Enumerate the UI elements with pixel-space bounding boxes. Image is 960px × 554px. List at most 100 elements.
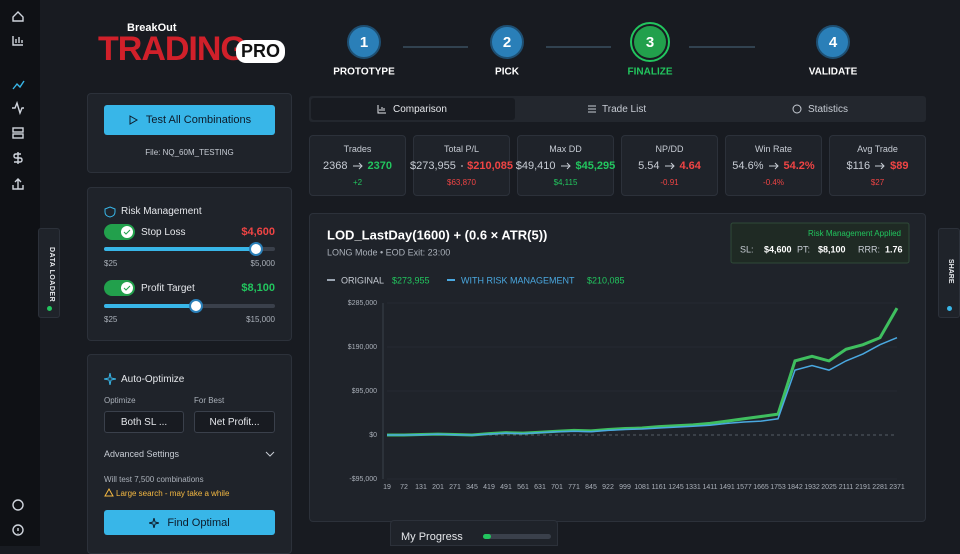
sidebar-icons (12, 11, 25, 536)
data-loader-tab[interactable]: DATA LOADER (38, 228, 60, 318)
x-tick-label: 1665 (753, 484, 769, 491)
sl-max: $5,000 (250, 259, 275, 268)
stat-card: NP/DD 5.54 4.64 -0.91 (621, 135, 718, 196)
x-tick-label: 2025 (821, 484, 837, 491)
pt-slider[interactable] (104, 298, 276, 314)
step-label: VALIDATE (809, 67, 858, 78)
legend-value: $210,085 (587, 275, 625, 285)
arrow (768, 162, 779, 170)
button-label: Find Optimal (167, 516, 230, 529)
x-tick-label: 201 (432, 484, 444, 491)
stat-label: Avg Trade (857, 144, 898, 154)
test-button[interactable]: Test All Combinations (104, 105, 275, 135)
arrow (664, 162, 675, 170)
annotation-title: Risk Management Applied (808, 229, 901, 238)
chevron (265, 451, 275, 457)
toggle[interactable] (104, 224, 136, 240)
progress-track (483, 534, 551, 539)
stat-card: Win Rate 54.6% 54.2% -0.4% (725, 135, 822, 196)
arrow (875, 162, 885, 170)
x-tick-label: 1081 (634, 484, 650, 491)
shield-icon (104, 206, 116, 218)
arrow-icon (560, 162, 571, 170)
sl-slider[interactable] (104, 241, 276, 257)
sl-min: $25 (104, 259, 118, 268)
series-line (387, 307, 899, 437)
optimize-select[interactable]: Both SL ... (104, 411, 184, 433)
pt-max: $15,000 (246, 315, 275, 324)
warning-text: Large search - may take a while (116, 489, 230, 498)
x-tick-label: 1411 (702, 484, 717, 491)
y-tick-label: $95,000 (352, 388, 377, 395)
legend-name: WITH RISK MANAGEMENT (461, 275, 575, 285)
advanced-toggle[interactable]: Advanced Settings (104, 449, 180, 459)
arrow (352, 162, 363, 170)
test-card: Test All Combinations File: NQ_60M_TESTI… (87, 93, 292, 173)
stat-before: $49,410 (515, 160, 556, 172)
sl-label: Stop Loss (141, 227, 186, 238)
stat-after: 2370 (367, 160, 392, 172)
status-dot (47, 306, 52, 311)
x-tick-label: 1331 (685, 484, 701, 491)
stat-values: $116 $89 (826, 160, 929, 172)
optimize-label: Optimize (104, 396, 136, 405)
clock-icon (792, 104, 802, 114)
stepper: 1 2 3 4 PROTOTYPE PICK FINALIZE VALIDATE (333, 22, 858, 78)
sl-value: $4,600 (241, 226, 275, 238)
step-num: 3 (646, 34, 654, 51)
chart-card: LOD_LastDay(1600) + (0.6 × ATR(5)) LONG M… (309, 213, 926, 522)
file-label: File: NQ_60M_TESTING (145, 148, 234, 157)
stat-before: 5.54 (638, 160, 660, 172)
sidebar (0, 0, 40, 546)
stat-card: Total P/L $273,955 $210,085 $63,870 (410, 135, 513, 196)
stat-values: $273,955 $210,085 (410, 160, 513, 172)
stat-values: 2368 2370 (306, 160, 409, 172)
tab[interactable]: Statistics (808, 104, 849, 115)
chart-title: LOD_LastDay(1600) + (0.6 × ATR(5)) (327, 227, 547, 242)
stat-diff: -0.91 (660, 178, 679, 187)
optimize-card: Auto-Optimize Optimize For Best Both SL … (87, 354, 292, 554)
annotation-box (730, 222, 910, 264)
optimize-title: Auto-Optimize (121, 374, 185, 385)
y-tick-label: -$95,000 (349, 476, 377, 483)
stat-after: $210,085 (467, 160, 513, 172)
active-tab-bg (311, 98, 515, 120)
stat-after: 54.2% (783, 160, 815, 172)
x-tick-label: 345 (466, 484, 478, 491)
x-tick-label: 2191 (855, 484, 871, 491)
tab[interactable]: Comparison (393, 104, 447, 115)
x-tick-label: 1753 (770, 484, 786, 491)
stat-label: Max DD (549, 144, 582, 154)
button-label: Test All Combinations (145, 114, 252, 126)
progress-widget[interactable]: My Progress (390, 520, 558, 546)
best-select[interactable]: Net Profit... (194, 411, 275, 433)
stat-card: Trades 2368 2370 +2 (309, 135, 406, 196)
share-tab[interactable]: SHARE (938, 228, 960, 318)
pt-value: $8,100 (241, 282, 275, 294)
side-tab-label: SHARE (947, 259, 954, 284)
list-icon (588, 105, 596, 113)
find-button[interactable]: Find Optimal (104, 510, 275, 535)
progress-label: My Progress (401, 531, 463, 543)
annotation-value: $4,600 (764, 244, 792, 254)
tab[interactable]: Trade List (602, 104, 647, 115)
stat-before: 54.6% (732, 160, 764, 172)
stat-card: Avg Trade $116 $89 $27 (829, 135, 926, 196)
annotation-label: SL: (740, 244, 754, 254)
series-line (387, 337, 898, 436)
arrow-icon (460, 165, 464, 167)
x-tick-label: 845 (585, 484, 597, 491)
risk-title: Risk Management (121, 206, 202, 217)
stat-label: Win Rate (754, 144, 792, 154)
arrow-icon (664, 162, 675, 170)
stat-card: Max DD $49,410 $45,295 $4,115 (515, 135, 615, 196)
toggle[interactable] (104, 280, 136, 296)
x-tick-label: 999 (619, 484, 631, 491)
risk-card: Risk Management Stop Loss $4,600 $25 $5,… (87, 187, 292, 341)
x-tick-label: 1161 (651, 484, 666, 491)
tabs: Comparison Trade List Statistics (309, 96, 926, 122)
x-tick-label: 561 (517, 484, 529, 491)
pt-label: Profit Target (141, 283, 195, 294)
arrow (560, 162, 571, 170)
x-tick-label: 2371 (889, 484, 905, 491)
